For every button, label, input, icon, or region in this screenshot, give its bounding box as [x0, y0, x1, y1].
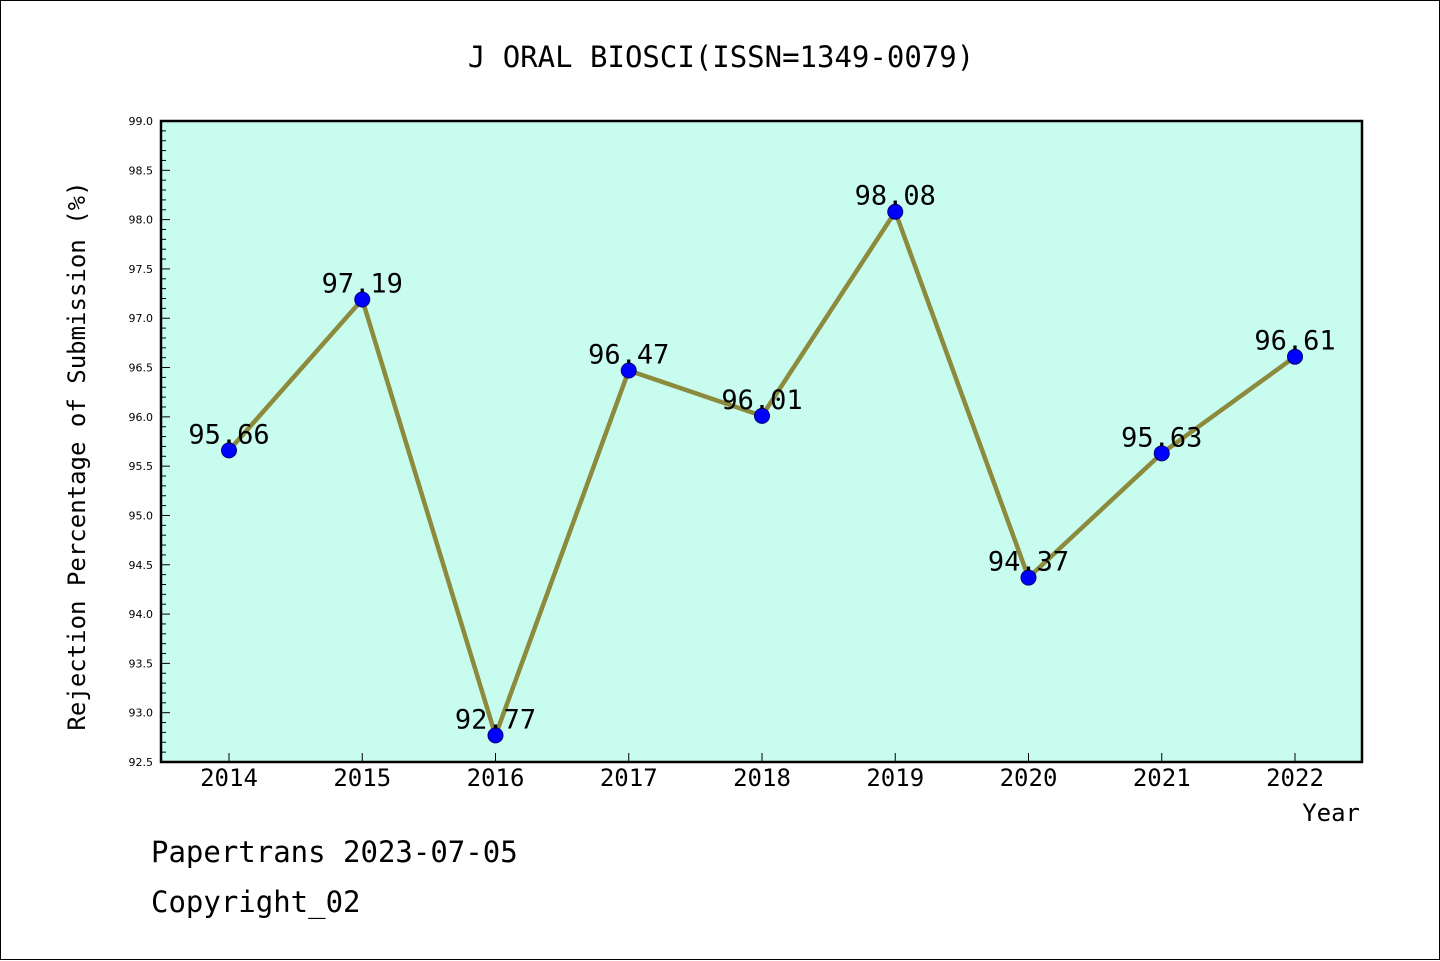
- data-point: [620, 362, 637, 379]
- data-point: [754, 407, 770, 424]
- data-label: 95.66: [188, 419, 269, 450]
- data-label: 98.08: [855, 181, 936, 212]
- data-point: [1153, 445, 1170, 462]
- y-tick-label: 93.0: [129, 707, 154, 720]
- x-axis-ticks: 2014 2015 2016 2017 2018 2019 2020 2021 2022: [200, 753, 1324, 792]
- y-tick-label: 96.0: [129, 411, 154, 424]
- plot-border: [159, 119, 1364, 764]
- data-point: [487, 727, 504, 744]
- y-tick-label: 99.0: [129, 115, 154, 128]
- data-label: 97.19: [322, 268, 403, 299]
- x-tick-label: 2014: [200, 764, 258, 792]
- x-tick-label: 2016: [467, 764, 525, 792]
- y-tick-label: 95.0: [129, 509, 154, 522]
- footer-date-text: Papertrans 2023-07-05: [151, 835, 518, 869]
- x-tick-label: 2018: [733, 764, 791, 792]
- x-tick-label: 2019: [866, 764, 924, 792]
- footer-copyright-text: Copyright_02: [151, 885, 361, 919]
- y-tick-label: 98.5: [129, 164, 154, 177]
- x-axis-label: Year: [1302, 799, 1360, 827]
- data-point: [354, 291, 371, 308]
- x-tick-label: 2017: [600, 764, 658, 792]
- data-label: 96.47: [588, 339, 669, 370]
- y-tick-label: 94.0: [129, 608, 154, 621]
- data-label: 96.01: [721, 385, 802, 416]
- y-tick-label: 96.5: [129, 362, 154, 375]
- y-tick-label: 95.5: [129, 460, 154, 473]
- data-label: 92.77: [455, 704, 536, 735]
- y-tick-label: 94.5: [129, 559, 154, 572]
- data-point: [887, 203, 904, 220]
- y-tick-label: 97.5: [129, 263, 154, 276]
- x-tick-label: 2021: [1133, 764, 1191, 792]
- chart-title: J ORAL BIOSCI(ISSN=1349-0079): [468, 40, 974, 74]
- data-point: [1020, 569, 1037, 586]
- y-axis-ticks: 92.5 93.0 93.5 94.0 94.5 95.0 95.5 96.0 96.5 97.0…: [129, 115, 170, 769]
- y-tick-label: 93.5: [129, 657, 154, 670]
- data-label: 96.61: [1254, 326, 1335, 357]
- data-point: [1287, 348, 1303, 365]
- x-tick-label: 2015: [333, 764, 391, 792]
- y-tick-label: 98.0: [129, 214, 154, 227]
- y-tick-label: 92.5: [129, 756, 154, 769]
- x-tick-label: 2020: [1000, 764, 1058, 792]
- data-label: 94.37: [988, 547, 1069, 578]
- series-layer: [221, 203, 1303, 744]
- x-tick-label: 2022: [1266, 764, 1324, 792]
- y-axis-label: Rejection Percentage of Submission (%): [63, 181, 91, 730]
- y-tick-label: 97.0: [129, 312, 154, 325]
- data-labels-layer: 95.66 97.19 92.77 96.47 96.01 98.08 94.37 95.63…: [188, 181, 1335, 736]
- data-label: 95.63: [1121, 422, 1202, 453]
- plot-area: [161, 121, 1362, 762]
- data-point: [221, 442, 237, 459]
